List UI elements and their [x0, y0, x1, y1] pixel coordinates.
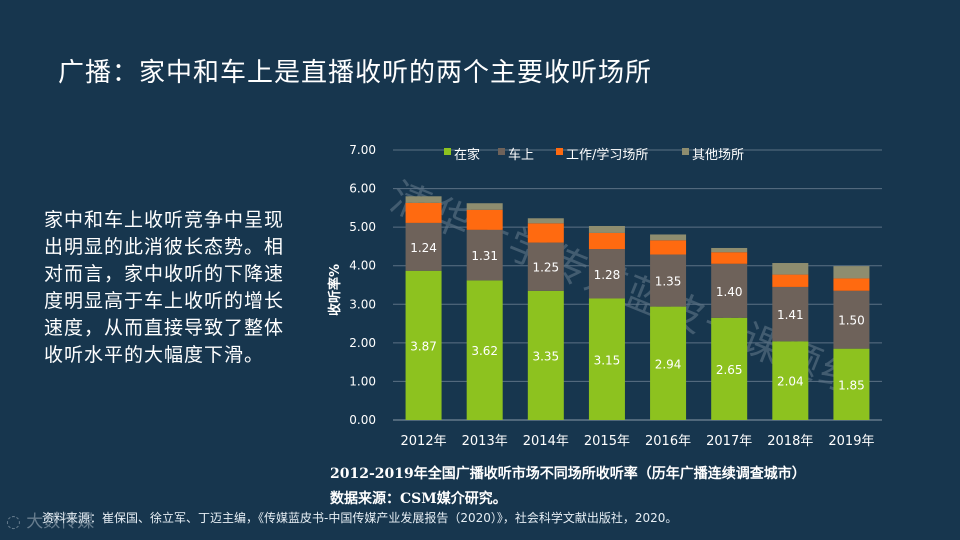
bar-segment: [711, 252, 748, 264]
bar-segment: [527, 242, 564, 291]
data-label: 1.50: [838, 314, 865, 328]
bar-segment: [650, 306, 687, 420]
data-label: 2.65: [716, 363, 743, 377]
x-tick-label: 2014年: [523, 434, 569, 449]
data-label: 1.40: [716, 285, 743, 299]
legend-label: 车上: [508, 147, 534, 163]
x-tick-label: 2019年: [828, 434, 874, 449]
bar-segment: [833, 290, 870, 349]
page-title: 广播：家中和车上是直播收听的两个主要收听场所: [58, 58, 653, 88]
legend-swatch: [556, 148, 563, 155]
data-label: 1.35: [655, 275, 682, 289]
bar-segment: [711, 317, 748, 420]
y-tick-label: 5.00: [349, 220, 376, 234]
bar-segment: [466, 209, 503, 230]
bar-segment: [650, 240, 687, 255]
bar-segment: [711, 263, 748, 318]
bar-segment: [650, 234, 687, 241]
y-tick-label: 2.00: [349, 336, 376, 350]
y-axis-label: 收听率%: [327, 264, 343, 316]
x-tick-label: 2017年: [706, 434, 752, 449]
data-label: 1.25: [532, 261, 559, 275]
bar-segment: [527, 218, 564, 224]
bar-segment: [588, 249, 625, 299]
bar-segment: [405, 202, 442, 223]
bar-segment: [405, 222, 442, 271]
legend-swatch: [444, 148, 451, 155]
bar-segment: [588, 298, 625, 420]
data-label: 2.94: [655, 357, 682, 371]
bar-segment: [466, 203, 503, 210]
bar-segment: [711, 247, 748, 253]
x-tick-label: 2015年: [584, 434, 630, 449]
bar-segment: [405, 270, 442, 420]
legend-label: 工作/学习场所: [566, 147, 648, 163]
bar-segment: [772, 341, 809, 420]
y-tick-label: 3.00: [349, 297, 376, 311]
bar-segment: [833, 348, 870, 420]
logo-text: 大数传媒: [26, 512, 95, 532]
data-label: 3.35: [532, 349, 559, 363]
bar-segment: [527, 223, 564, 243]
bar-segment: [833, 266, 870, 279]
legend-label: 其他场所: [692, 148, 744, 163]
logo-watermark: ◌ 大数传媒: [6, 512, 95, 532]
x-tick-label: 2018年: [767, 434, 813, 449]
y-tick-label: 0.00: [349, 413, 376, 427]
chart-caption: 2012-2019年全国广播收听市场不同场所收听率（历年广播连续调查城市） 数据…: [330, 462, 806, 512]
caption-title: 2012-2019年全国广播收听市场不同场所收听率（历年广播连续调查城市）: [330, 466, 806, 482]
legend-swatch: [498, 148, 505, 155]
bar-segment: [527, 290, 564, 420]
data-label: 1.31: [471, 249, 498, 263]
data-label: 1.85: [838, 378, 865, 392]
footnote: 资料来源：崔保国、徐立军、丁迈主编，《传媒蓝皮书-中国传媒产业发展报告（2020…: [42, 511, 678, 525]
summary-text: 家中和车上收听竞争中呈现出明显的此消彼长态势。相对而言，家中收听的下降速度明显高…: [44, 209, 285, 366]
bar-segment: [772, 274, 809, 287]
bar-segment: [466, 280, 503, 420]
data-label: 3.62: [471, 344, 498, 358]
data-label: 1.41: [777, 308, 804, 322]
legend-swatch: [682, 148, 689, 155]
x-tick-label: 2012年: [401, 434, 447, 449]
data-label: 1.28: [594, 268, 621, 282]
legend-label: 在家: [454, 147, 480, 163]
y-tick-label: 7.00: [349, 143, 376, 157]
y-tick-label: 1.00: [349, 374, 376, 388]
bar-segment: [833, 278, 870, 291]
bar-segment: [588, 232, 625, 250]
bar-segment: [772, 286, 809, 342]
caption-source: 数据来源：CSM媒介研究。: [330, 491, 507, 507]
data-label: 3.87: [410, 339, 437, 353]
bar-segment: [772, 263, 809, 275]
data-label: 1.24: [410, 241, 437, 255]
bar-segment: [466, 229, 503, 281]
bar-segment: [650, 254, 687, 307]
x-tick-label: 2013年: [462, 434, 508, 449]
y-tick-label: 4.00: [349, 259, 376, 273]
y-tick-label: 6.00: [349, 182, 376, 196]
x-tick-label: 2016年: [645, 434, 691, 449]
bar-segment: [588, 225, 625, 233]
data-label: 2.04: [777, 375, 804, 389]
bar-segment: [405, 196, 442, 203]
data-label: 3.15: [594, 353, 621, 367]
